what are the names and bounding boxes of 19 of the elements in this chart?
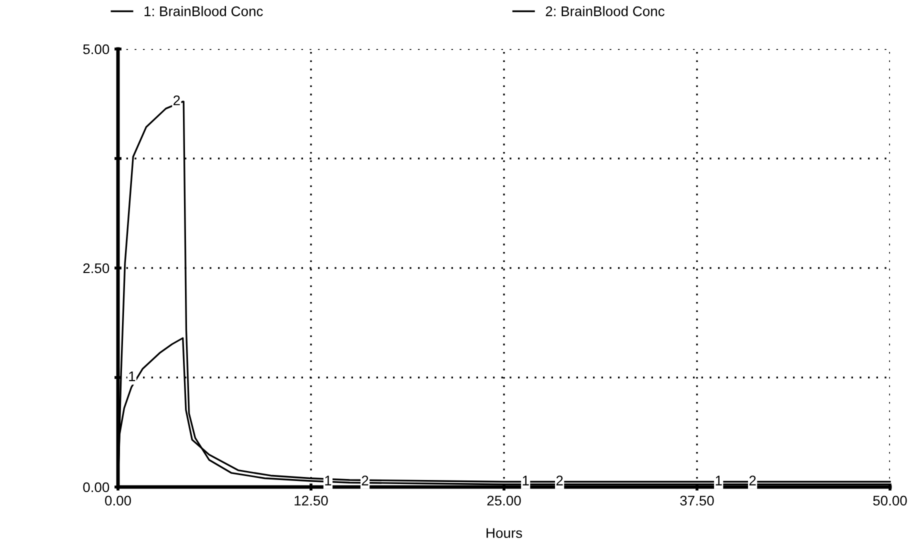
annotation: 1 xyxy=(522,476,529,486)
x-tick-label: 0.00 xyxy=(105,496,131,506)
annotation: 2 xyxy=(362,476,368,486)
annotation: 2 xyxy=(556,476,563,486)
y-tick-label: 2.50 xyxy=(83,263,110,274)
x-tick-label: 37.50 xyxy=(680,496,714,506)
annotation: 1 xyxy=(716,476,722,486)
x-axis-title: Hours xyxy=(486,528,522,538)
y-tick-label: 5.00 xyxy=(83,44,110,54)
annotation: 2 xyxy=(749,476,756,486)
x-tick-label: 12.50 xyxy=(294,496,328,506)
x-tick-label: 50.00 xyxy=(873,496,907,506)
annotation: 2 xyxy=(174,95,180,106)
annotation: 1 xyxy=(325,476,332,486)
annotation: 1 xyxy=(129,372,136,382)
legend-label: 1: BrainBlood Conc xyxy=(144,6,263,16)
x-tick-label: 25.00 xyxy=(487,496,521,506)
y-tick-label: 0.00 xyxy=(83,482,110,492)
legend-label: 2: BrainBlood Conc xyxy=(546,6,664,16)
